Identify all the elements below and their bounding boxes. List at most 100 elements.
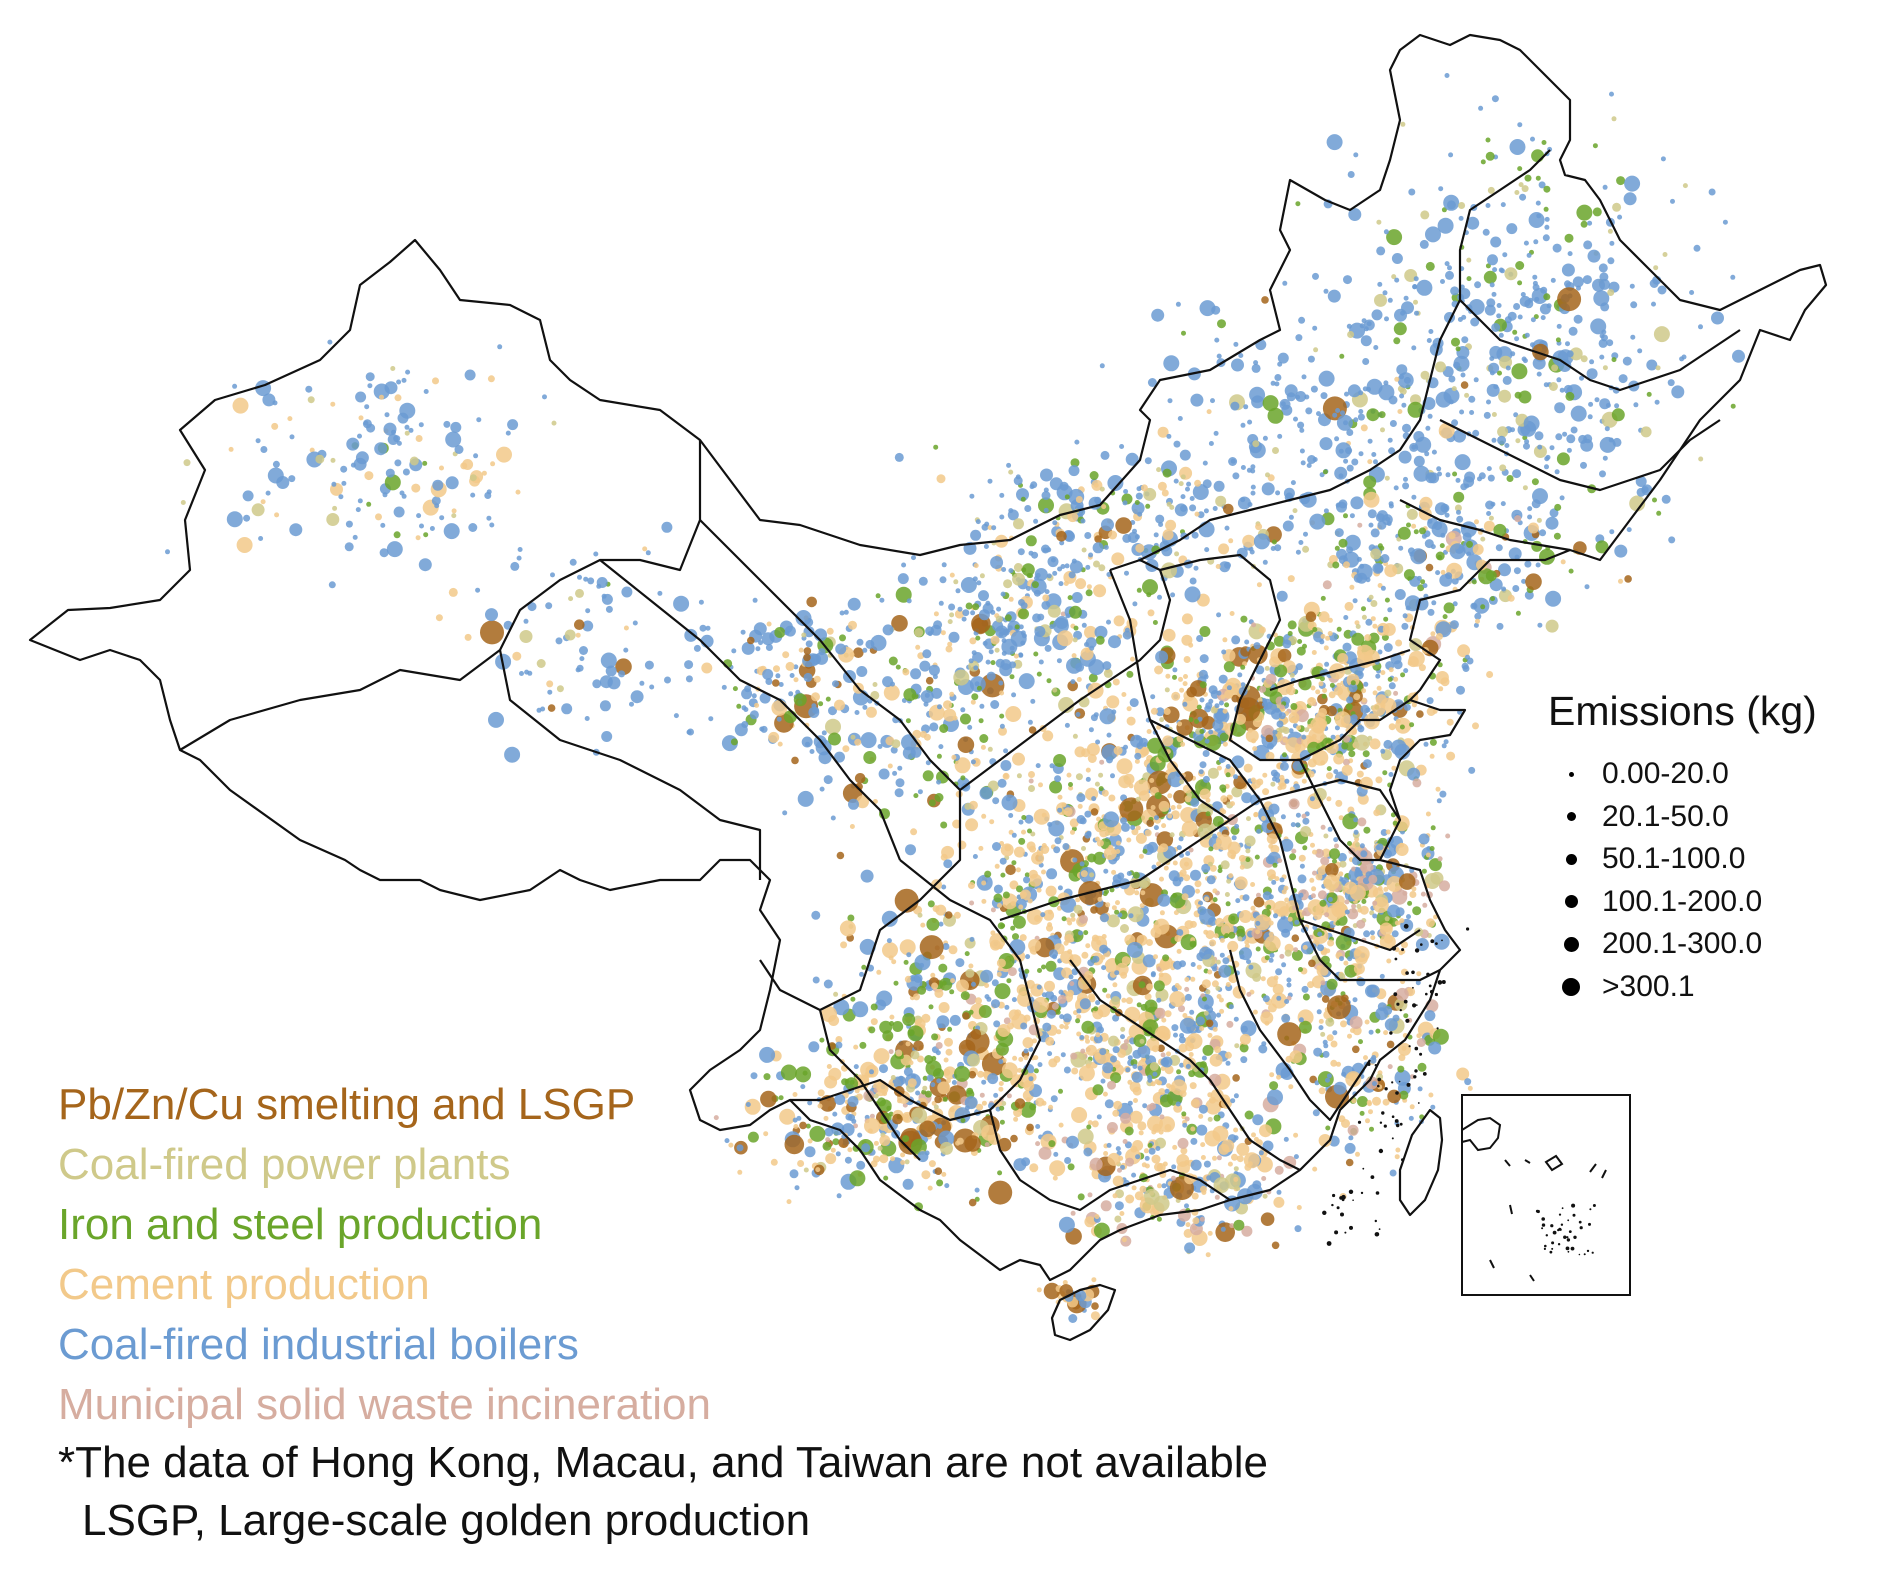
emission-point bbox=[1353, 829, 1359, 835]
emission-point bbox=[1357, 817, 1367, 827]
emission-point bbox=[1394, 920, 1400, 926]
emission-point bbox=[1178, 1005, 1185, 1013]
emission-point bbox=[999, 1105, 1005, 1111]
emission-point bbox=[1357, 793, 1369, 805]
emission-point bbox=[1150, 805, 1156, 810]
emission-point bbox=[1053, 754, 1067, 767]
emission-point bbox=[1116, 758, 1133, 775]
emission-point bbox=[1015, 474, 1021, 480]
emission-point bbox=[803, 1167, 809, 1173]
emission-point bbox=[1058, 697, 1075, 713]
emission-point bbox=[850, 996, 856, 1002]
emission-point bbox=[768, 731, 780, 743]
emission-point bbox=[1084, 1216, 1096, 1228]
emission-point bbox=[1100, 954, 1106, 960]
emission-point bbox=[1153, 918, 1170, 935]
emission-point bbox=[1290, 822, 1296, 828]
emission-point bbox=[1549, 445, 1555, 451]
emission-point bbox=[1438, 422, 1455, 439]
emission-point bbox=[1112, 678, 1120, 686]
emission-point bbox=[1111, 996, 1121, 1005]
emission-point bbox=[807, 1138, 813, 1144]
emission-point bbox=[1306, 463, 1312, 468]
emission-point bbox=[1507, 311, 1517, 321]
emission-point bbox=[964, 802, 972, 810]
emission-point bbox=[1156, 467, 1162, 473]
emission-point bbox=[928, 664, 940, 676]
emission-point bbox=[1418, 664, 1426, 672]
emission-point bbox=[1570, 426, 1578, 434]
emission-point bbox=[1353, 946, 1370, 962]
emission-point bbox=[981, 813, 987, 819]
emission-point bbox=[983, 544, 989, 549]
emission-point bbox=[1388, 667, 1394, 673]
emission-point bbox=[1394, 376, 1400, 382]
emission-point bbox=[1517, 314, 1523, 320]
emission-point bbox=[1320, 980, 1326, 986]
emission-point bbox=[1174, 935, 1182, 942]
emission-point bbox=[1160, 1066, 1166, 1071]
emission-point bbox=[997, 778, 1007, 788]
emission-point bbox=[1344, 899, 1350, 905]
emission-point bbox=[956, 1137, 964, 1145]
emission-point bbox=[928, 1004, 934, 1010]
emission-point bbox=[1099, 1048, 1107, 1056]
emission-point bbox=[1204, 738, 1210, 744]
emission-point bbox=[1129, 698, 1139, 708]
emission-point bbox=[1042, 547, 1048, 553]
emission-point bbox=[1084, 810, 1092, 818]
emission-point bbox=[1154, 1079, 1160, 1084]
emission-point bbox=[1149, 778, 1155, 783]
emission-point bbox=[1445, 572, 1453, 580]
emission-point bbox=[1334, 528, 1344, 538]
emission-point bbox=[1493, 384, 1499, 390]
emission-point bbox=[1025, 954, 1031, 960]
emission-point bbox=[1599, 354, 1605, 360]
emission-point bbox=[1222, 957, 1230, 965]
emission-point bbox=[1219, 732, 1229, 742]
emission-point bbox=[944, 911, 953, 919]
emission-point bbox=[891, 739, 901, 749]
emission-point bbox=[1641, 486, 1649, 494]
emission-point bbox=[1077, 803, 1083, 809]
emission-point bbox=[1451, 386, 1457, 392]
emission-point bbox=[1281, 962, 1287, 968]
emission-point bbox=[970, 529, 982, 541]
emission-point bbox=[1617, 214, 1623, 220]
emission-point bbox=[1295, 822, 1301, 828]
emission-point bbox=[1052, 687, 1058, 693]
emission-point bbox=[902, 1135, 910, 1143]
emission-point bbox=[1635, 476, 1647, 487]
emission-point bbox=[1069, 818, 1079, 828]
emission-point bbox=[1228, 976, 1234, 982]
emission-point bbox=[1295, 334, 1303, 342]
emission-point bbox=[1383, 380, 1389, 386]
emission-point bbox=[1251, 1132, 1256, 1138]
emission-point bbox=[1173, 440, 1181, 448]
emission-point bbox=[1538, 181, 1546, 189]
emission-point bbox=[1266, 904, 1272, 910]
emission-point bbox=[1363, 681, 1369, 687]
emission-point bbox=[1275, 490, 1281, 496]
emission-point bbox=[1535, 175, 1541, 181]
emission-point bbox=[1023, 1048, 1029, 1054]
emission-point bbox=[1258, 1150, 1264, 1156]
emission-point bbox=[1114, 1215, 1122, 1223]
emission-point bbox=[815, 1167, 821, 1173]
emission-point bbox=[1033, 518, 1039, 524]
emission-point bbox=[1085, 637, 1097, 649]
emission-point bbox=[913, 1040, 924, 1052]
emission-point bbox=[1568, 568, 1574, 574]
emission-point bbox=[1407, 767, 1421, 781]
emission-point bbox=[404, 424, 410, 430]
emission-point bbox=[1208, 846, 1214, 852]
emission-point bbox=[1335, 442, 1352, 459]
emission-point bbox=[1133, 779, 1150, 796]
emission-point bbox=[1369, 738, 1381, 750]
emission-point bbox=[1206, 1175, 1212, 1181]
emission-point bbox=[974, 1187, 980, 1193]
emission-point bbox=[1486, 511, 1492, 516]
emission-point bbox=[1096, 940, 1102, 946]
emission-point bbox=[1398, 545, 1404, 551]
emission-point bbox=[1360, 861, 1374, 875]
